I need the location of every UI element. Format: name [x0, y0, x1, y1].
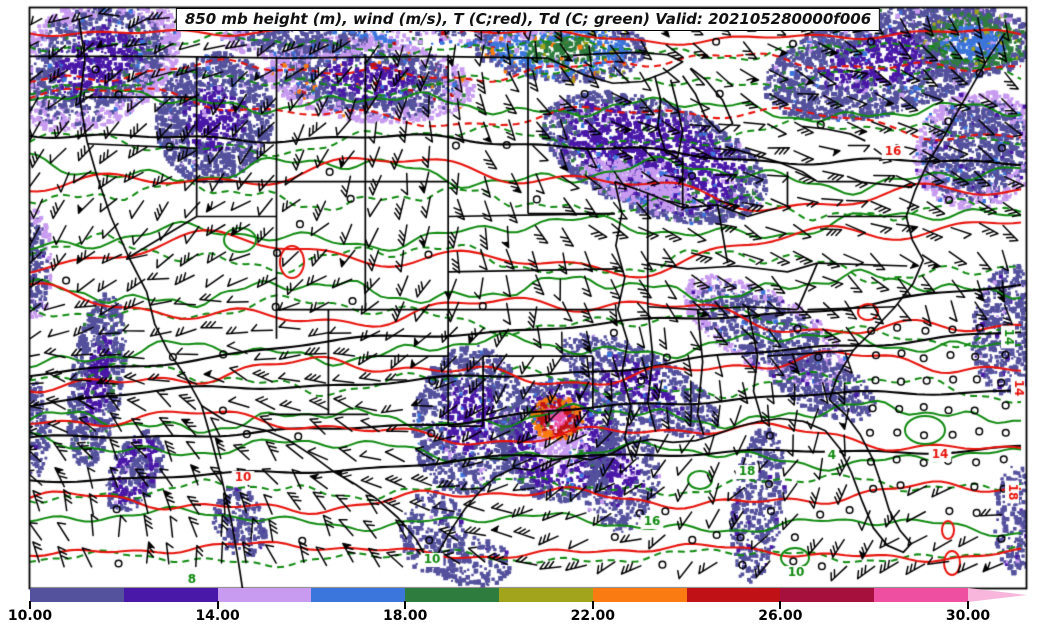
colorbar-tick-label: 14.00: [195, 608, 240, 624]
colorbar-tick-label: 30.00: [945, 608, 991, 624]
colorbar-segment: [874, 588, 968, 602]
colorbar-tick-label: 10.00: [7, 608, 53, 624]
colorbar-extend-arrow: [968, 588, 1027, 602]
colorbar-tick: [404, 601, 407, 609]
colorbar-tick: [216, 601, 219, 609]
colorbar-tick: [967, 601, 969, 609]
colorbar-segment: [405, 588, 499, 602]
colorbar-segment: [498, 588, 593, 602]
colorbar-tick: [779, 601, 782, 609]
plot-title-box: 850 mb height (m), wind (m/s), T (C;red)…: [175, 8, 881, 31]
colorbar: [30, 588, 968, 602]
colorbar-segment: [123, 588, 218, 602]
colorbar-segment: [311, 588, 406, 602]
colorbar-segment: [30, 588, 124, 602]
colorbar-tick: [591, 601, 594, 609]
colorbar-tick-label: 26.00: [758, 608, 803, 624]
colorbar-tick-label: 18.00: [383, 608, 428, 624]
colorbar-tick: [29, 601, 31, 609]
plot-title: 850 mb height (m), wind (m/s), T (C;red)…: [184, 10, 872, 28]
colorbar-segment: [217, 588, 312, 602]
colorbar-tick-label: 22.00: [570, 608, 615, 624]
colorbar-segment: [780, 588, 875, 602]
colorbar-segment: [686, 588, 781, 602]
colorbar-segment: [592, 588, 687, 602]
